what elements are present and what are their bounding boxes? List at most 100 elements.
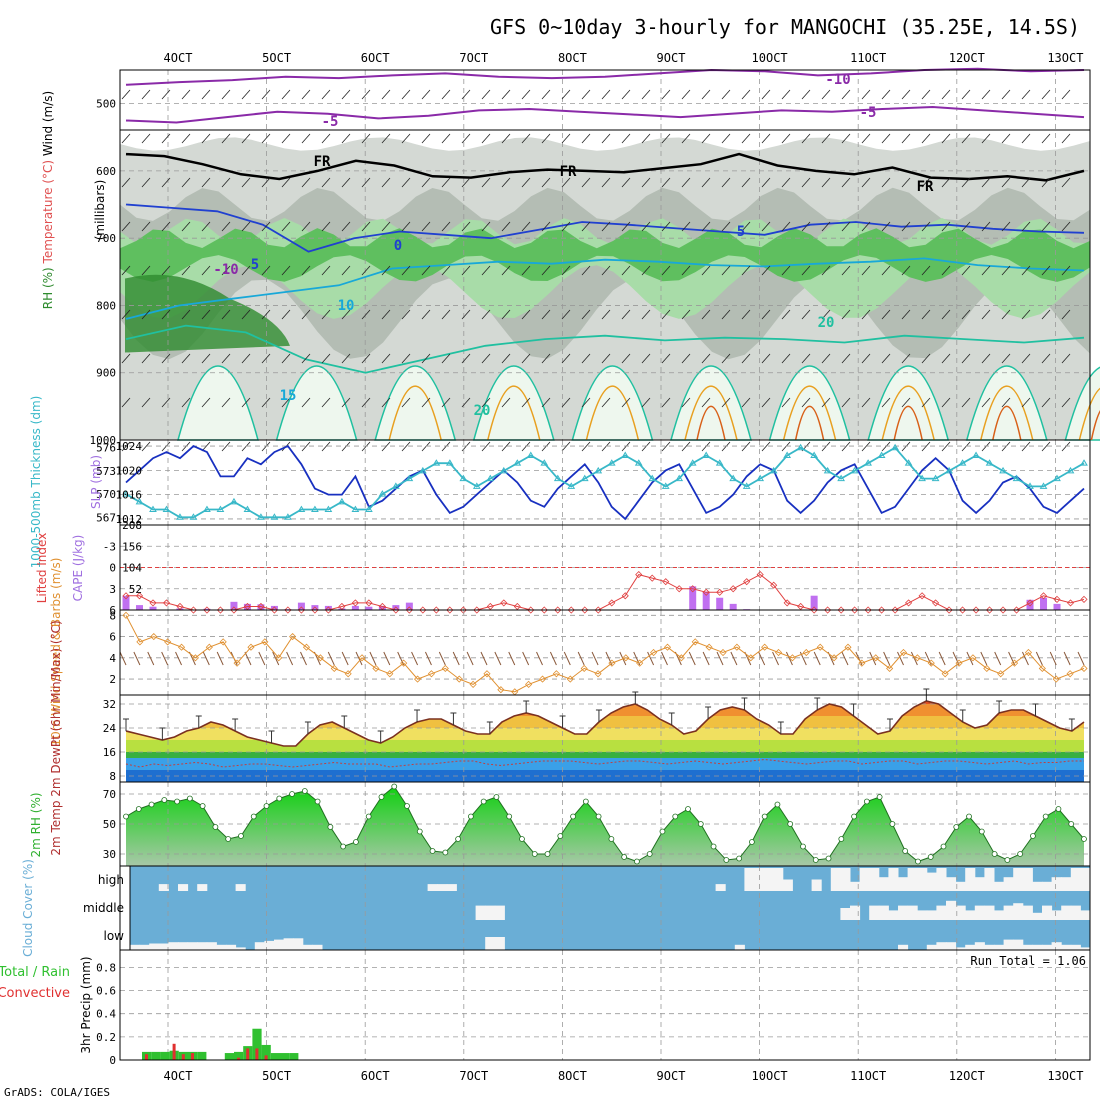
dewpoint-line <box>125 758 1084 768</box>
wind-barb <box>961 133 971 144</box>
cloud-cell <box>178 942 189 950</box>
temp-color-band <box>126 752 1084 758</box>
rh-point <box>723 857 730 863</box>
cloud-cell <box>811 879 822 891</box>
y-tick-label: 8 <box>109 770 116 783</box>
wind-speed-point <box>441 664 449 673</box>
wind-barb <box>813 651 821 666</box>
wind-speed-point <box>552 670 560 678</box>
wind-speed-point <box>247 643 255 651</box>
wind-barb <box>621 309 631 320</box>
wind-speed-point <box>677 654 685 662</box>
cloud-cell <box>926 872 937 891</box>
thickness-point <box>499 466 508 474</box>
cloud-cell <box>216 944 227 950</box>
y-tick-label: 0 <box>109 1054 116 1067</box>
rh-point <box>186 795 193 802</box>
wind-barb <box>1021 177 1031 188</box>
wind-barb <box>161 265 171 276</box>
wind-barb <box>921 265 931 276</box>
thickness-point <box>945 466 953 474</box>
wind-barb <box>141 397 151 408</box>
rh-point <box>289 791 295 797</box>
lifted-index-point <box>243 602 252 611</box>
thickness-point <box>783 451 792 458</box>
temperature-contour-warm <box>487 385 541 441</box>
thickness-point <box>216 505 225 513</box>
axis-label: Cloud Cover (%) <box>21 859 35 957</box>
thickness-point <box>418 466 427 474</box>
wind-barb <box>721 177 731 188</box>
wind-barb <box>281 353 291 364</box>
wind-barb <box>361 397 371 408</box>
wind-barb <box>481 309 491 320</box>
wind-barb <box>981 265 991 276</box>
wind-barb <box>661 265 671 276</box>
wind-barb <box>461 89 471 100</box>
cloud-cell <box>936 905 947 920</box>
cloud-cell <box>1080 947 1091 950</box>
thickness-point <box>351 505 360 513</box>
lifted-index-point <box>135 592 144 600</box>
wind-barb <box>897 651 904 666</box>
rh-point <box>646 851 653 857</box>
wind-barb <box>821 441 831 452</box>
wind-barb <box>216 651 224 666</box>
wind-barb <box>481 441 491 452</box>
cloud-cell <box>1003 877 1014 891</box>
wind-barb <box>561 265 571 276</box>
wind-barb <box>641 133 651 144</box>
contour-label: FR <box>314 154 331 170</box>
wind-barb <box>781 221 791 232</box>
lifted-index-point <box>284 606 292 614</box>
wind-barb <box>681 221 691 232</box>
lifted-index-point <box>1066 599 1075 607</box>
wind-speed-point <box>191 654 199 662</box>
rh-point <box>327 824 334 830</box>
cloud-cell <box>917 868 928 891</box>
lifted-index-point <box>351 599 359 607</box>
wind-speed-point <box>691 638 699 646</box>
x-tick-label: 11OCT <box>850 1069 886 1083</box>
wind-barb <box>244 651 252 666</box>
temperature-contour-warm <box>980 385 1034 441</box>
wind-barb <box>341 309 351 320</box>
wind-barb <box>161 309 171 320</box>
wind-barb <box>621 441 631 452</box>
y-tick-label: 0.8 <box>96 961 116 974</box>
y-tick-label: 500 <box>96 98 116 111</box>
lifted-index-point <box>689 585 697 593</box>
wind-barb <box>441 397 451 408</box>
cape-bar <box>149 606 157 610</box>
cloud-cell <box>994 944 1005 950</box>
rh-point <box>123 813 129 820</box>
cloud-cell <box>744 868 755 891</box>
y-tick-label: 3 <box>109 583 116 596</box>
wind-speed-point <box>1024 648 1033 657</box>
rh-point <box>212 824 219 830</box>
x-tick-label: 13OCT <box>1047 51 1083 65</box>
thickness-point <box>203 505 211 513</box>
thickness-point <box>135 497 144 505</box>
wind-barb <box>501 221 511 232</box>
y-tick-label: 4 <box>109 652 116 665</box>
wind-barb <box>1001 265 1011 276</box>
cloud-cell <box>994 881 1005 891</box>
wind-barb <box>1001 309 1011 320</box>
wind-barb <box>421 133 431 144</box>
thickness-point <box>391 482 400 489</box>
wind-barb <box>881 265 891 276</box>
cloud-cell <box>1013 939 1024 950</box>
cloud-cell <box>754 868 765 891</box>
wind-barb <box>181 265 191 276</box>
wind-speed-point <box>316 654 324 662</box>
wind-barb <box>161 353 171 364</box>
cloud-cell <box>437 884 448 891</box>
wind-barb <box>300 651 307 666</box>
lifted-index-point <box>743 578 751 586</box>
wind-barb <box>272 651 280 666</box>
cloud-cell <box>878 877 889 891</box>
rh-point <box>774 801 781 808</box>
contour-label: 5 <box>737 224 745 240</box>
wind-barb <box>961 221 971 232</box>
